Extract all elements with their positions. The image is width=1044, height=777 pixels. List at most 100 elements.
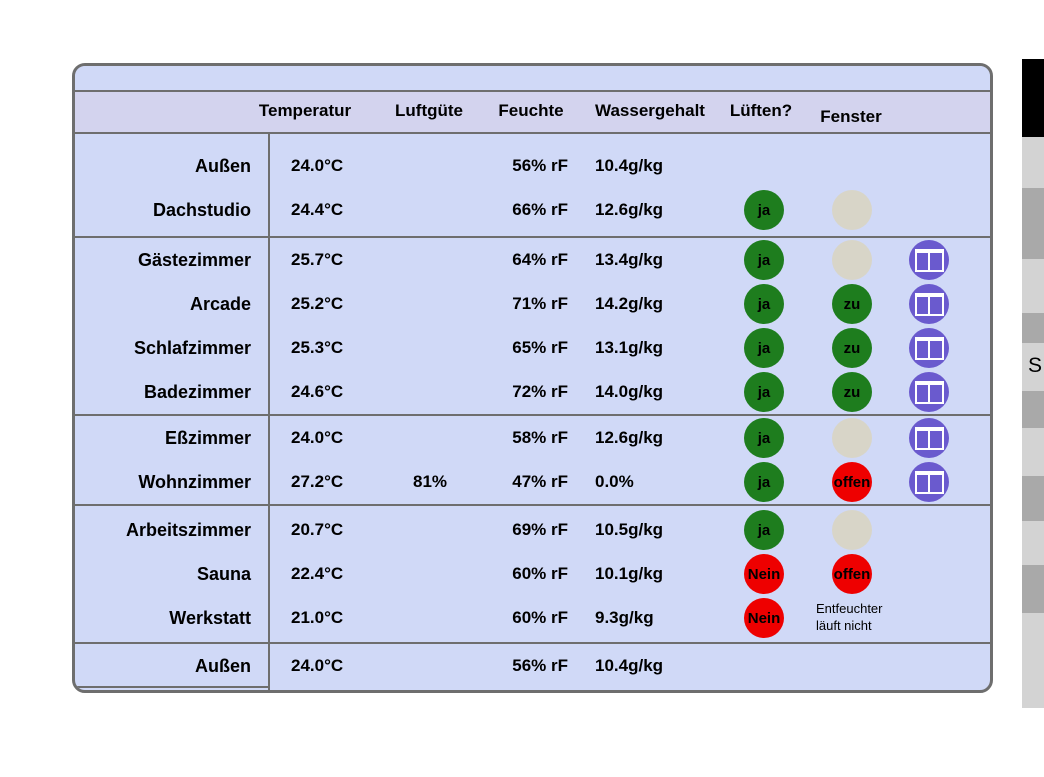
room-group: Gästezimmer 25.7°C 64% rF 13.4g/kg ja Arcade 2… [75,238,990,416]
window-button[interactable] [909,240,949,280]
window-cell [890,462,990,502]
room-name: Arbeitszimmer [125,519,251,540]
lueften-status-ja[interactable]: ja [744,418,784,458]
temperature-value: 25.7°C [291,250,344,269]
side-menu-button[interactable] [1022,259,1044,313]
side-menu-button[interactable] [1022,428,1044,476]
side-menu-button[interactable] [1022,613,1044,708]
side-menu-button[interactable]: S [1022,343,1044,391]
climate-overview-panel: Temperatur Luftgüte Feuchte Wassergehalt… [72,63,993,693]
lueften-cell: ja [714,510,814,550]
window-icon [914,292,944,316]
fenster-cell: Entfeuchter läuft nicht [814,601,890,634]
room-name: Gästezimmer [137,249,251,270]
window-button[interactable] [909,284,949,324]
side-menu-header-block [1022,59,1044,137]
watercontent-value: 10.4g/kg [595,656,664,675]
temperature-value: 20.7°C [291,520,344,539]
fenster-status-zu[interactable]: zu [832,328,872,368]
watercontent-value: 0.0% [595,472,634,491]
table-row: Außen 24.0°C 56% rF 10.4g/kg [75,144,990,188]
room-name: Wohnzimmer [138,471,251,492]
humidity-value: 72% rF [512,382,568,401]
room-name: Badezimmer [143,381,251,402]
lueften-status-ja[interactable]: ja [744,462,784,502]
table-row: Arcade 25.2°C 71% rF 14.2g/kg ja zu [75,282,990,326]
humidity-value: 66% rF [512,200,568,219]
table-row: Gästezimmer 25.7°C 64% rF 13.4g/kg ja [75,238,990,282]
watercontent-value: 13.4g/kg [595,250,664,269]
lueften-cell: Nein [714,554,814,594]
humidity-value: 60% rF [512,608,568,627]
side-menu-button[interactable] [1022,476,1044,521]
lueften-status-ja[interactable]: ja [744,190,784,230]
fenster-status-offen[interactable]: offen [832,462,872,502]
window-button[interactable] [909,328,949,368]
window-cell [890,372,990,412]
lueften-status-Nein[interactable]: Nein [744,598,784,638]
window-icon [914,248,944,272]
fenster-status-neutral[interactable] [832,190,872,230]
temperature-value: 24.0°C [291,656,344,675]
fenster-note: Entfeuchter läuft nicht [816,601,883,633]
watercontent-value: 10.5g/kg [595,520,664,539]
humidity-value: 58% rF [512,428,568,447]
fenster-cell: zu [814,372,890,412]
column-header-wassergehalt: Wassergehalt [595,101,705,120]
column-header-lueften: Lüften? [729,101,793,120]
side-menu-button[interactable] [1022,565,1044,613]
table-row: Arbeitszimmer 20.7°C 69% rF 10.5g/kg ja [75,508,990,552]
window-button[interactable] [909,462,949,502]
lueften-status-ja[interactable]: ja [744,372,784,412]
fenster-status-neutral[interactable] [832,418,872,458]
lueften-status-ja[interactable]: ja [744,284,784,324]
table-row: Badezimmer 24.6°C 72% rF 14.0g/kg ja zu [75,370,990,414]
side-menu-button[interactable] [1022,188,1044,259]
window-cell [890,240,990,280]
room-group: Eßzimmer 24.0°C 58% rF 12.6g/kg ja Wohnzimmer… [75,416,990,506]
fenster-status-zu[interactable]: zu [832,372,872,412]
temperature-value: 24.6°C [291,382,344,401]
column-header-luftguete: Luftgüte [395,101,463,120]
side-menu-button[interactable] [1022,521,1044,565]
lueften-status-ja[interactable]: ja [744,240,784,280]
window-button[interactable] [909,418,949,458]
watercontent-value: 9.3g/kg [595,608,654,627]
room-name: Außen [195,155,251,176]
watercontent-value: 12.6g/kg [595,200,664,219]
fenster-cell [814,240,890,280]
lueften-status-ja[interactable]: ja [744,510,784,550]
fenster-status-zu[interactable]: zu [832,284,872,324]
column-header-feuchte: Feuchte [498,101,564,120]
temperature-value: 27.2°C [291,472,344,491]
panel-titlebar [75,66,990,92]
humidity-value: 60% rF [512,564,568,583]
humidity-value: 71% rF [512,294,568,313]
watercontent-value: 12.6g/kg [595,428,664,447]
room-group: Außen 24.0°C 56% rF 10.4g/kg [75,644,990,688]
temperature-value: 25.2°C [291,294,344,313]
lueften-status-ja[interactable]: ja [744,328,784,368]
humidity-value: 56% rF [512,656,568,675]
lueften-status-Nein[interactable]: Nein [744,554,784,594]
temperature-value: 22.4°C [291,564,344,583]
fenster-status-offen[interactable]: offen [832,554,872,594]
watercontent-value: 13.1g/kg [595,338,664,357]
room-group: Arbeitszimmer 20.7°C 69% rF 10.5g/kg ja Sauna… [75,506,990,644]
side-menu-button[interactable] [1022,137,1044,188]
fenster-status-neutral[interactable] [832,510,872,550]
side-menu-button[interactable] [1022,313,1044,343]
temperature-value: 24.0°C [291,156,344,175]
table-row: Wohnzimmer 27.2°C 81% 47% rF 0.0% ja offen [75,460,990,504]
window-button[interactable] [909,372,949,412]
column-header-fenster: Fenster [820,107,882,126]
window-icon [914,380,944,404]
lueften-cell: ja [714,328,814,368]
side-menu-button[interactable] [1022,391,1044,428]
watercontent-value: 14.2g/kg [595,294,664,313]
room-name: Arcade [189,293,251,314]
humidity-value: 69% rF [512,520,568,539]
table-body: Außen 24.0°C 56% rF 10.4g/kg Dachstudio 24.4°… [75,134,990,688]
temperature-value: 25.3°C [291,338,344,357]
fenster-status-neutral[interactable] [832,240,872,280]
